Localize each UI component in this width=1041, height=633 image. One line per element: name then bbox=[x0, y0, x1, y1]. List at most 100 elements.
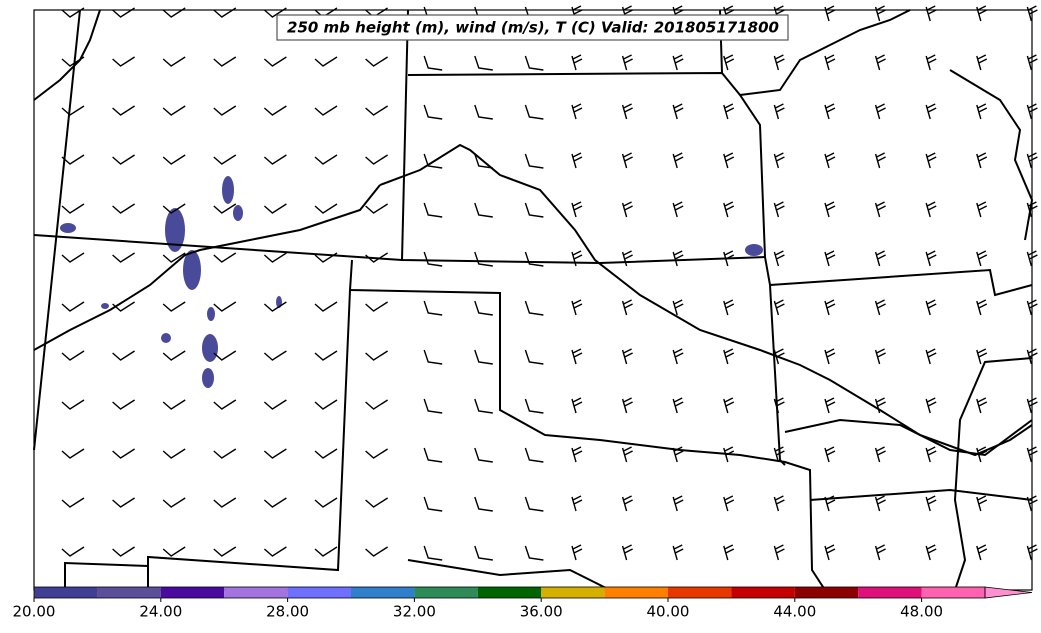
wind-barb bbox=[213, 497, 237, 508]
colorbar-segment bbox=[921, 587, 985, 598]
wind-barb bbox=[61, 399, 85, 410]
wind-barb bbox=[162, 350, 186, 361]
wind-barb bbox=[365, 56, 388, 67]
wind-barb bbox=[474, 251, 493, 267]
colorbar-tick-label: 36.00 bbox=[520, 603, 563, 621]
wind-barb bbox=[925, 397, 937, 414]
wind-barb bbox=[112, 203, 135, 214]
wind-barb bbox=[162, 203, 186, 214]
wind-barb bbox=[824, 5, 836, 22]
wind-barbs bbox=[61, 5, 1038, 561]
wind-barb bbox=[365, 350, 388, 361]
wind-barb bbox=[925, 348, 937, 365]
wind-barb bbox=[61, 105, 85, 116]
wind-barb bbox=[874, 348, 886, 365]
wind-barb bbox=[824, 348, 836, 365]
wind-barb bbox=[773, 446, 785, 463]
wind-barb bbox=[423, 545, 443, 561]
wind-barb bbox=[213, 252, 237, 263]
wind-barb bbox=[723, 446, 735, 463]
wind-barb bbox=[874, 152, 886, 169]
wind-barb bbox=[524, 55, 544, 71]
wind-barb bbox=[61, 154, 85, 165]
wind-barb bbox=[976, 250, 988, 267]
wind-barb bbox=[874, 397, 886, 414]
wind-barb bbox=[263, 301, 287, 312]
wind-barb bbox=[672, 103, 684, 120]
wind-barb bbox=[672, 446, 684, 463]
wind-barb bbox=[672, 495, 684, 512]
wind-barb bbox=[112, 448, 135, 459]
wind-barb bbox=[672, 54, 684, 71]
wind-barb bbox=[213, 154, 237, 165]
wind-barb bbox=[112, 56, 135, 67]
wind-barb bbox=[162, 399, 186, 410]
wind-barb bbox=[773, 250, 785, 267]
colorbar-outline bbox=[33, 586, 986, 599]
wind-barb bbox=[474, 153, 493, 169]
title-box bbox=[276, 14, 789, 41]
wind-barb bbox=[925, 5, 937, 22]
wind-barb bbox=[314, 56, 338, 67]
wind-barb bbox=[474, 447, 493, 463]
wind-barb bbox=[874, 544, 886, 561]
wind-barb bbox=[976, 446, 988, 463]
wind-barb bbox=[112, 301, 135, 312]
wind-barb bbox=[314, 154, 338, 165]
map-frame bbox=[33, 9, 1033, 591]
borders bbox=[33, 9, 1034, 591]
wind-barb bbox=[976, 544, 988, 561]
wind-barb bbox=[162, 546, 186, 557]
wind-barb bbox=[474, 545, 493, 561]
wind-barb bbox=[314, 105, 338, 116]
wind-barb bbox=[773, 201, 785, 218]
wind-barb bbox=[571, 152, 583, 169]
wind-barb bbox=[824, 446, 836, 463]
wind-barb bbox=[61, 546, 85, 557]
wind-barb bbox=[723, 250, 735, 267]
wind-barb bbox=[474, 496, 493, 512]
wind-barb bbox=[621, 446, 633, 463]
wind-barb bbox=[112, 399, 135, 410]
wind-barb bbox=[874, 495, 886, 512]
wind-barb bbox=[263, 448, 287, 459]
wind-barb bbox=[61, 252, 85, 263]
colorbar-segment bbox=[858, 587, 922, 598]
wind-barb bbox=[61, 448, 85, 459]
wind-barb bbox=[976, 201, 988, 218]
wind-barb bbox=[1026, 5, 1038, 22]
wind-barb bbox=[423, 349, 443, 365]
wind-barb bbox=[621, 103, 633, 120]
colorbar-segment bbox=[224, 587, 288, 598]
wind-barb bbox=[524, 545, 544, 561]
wind-barb bbox=[423, 202, 443, 218]
wind-barb bbox=[61, 350, 85, 361]
wind-barb bbox=[621, 495, 633, 512]
wind-barb bbox=[723, 495, 735, 512]
wind-barb bbox=[824, 250, 836, 267]
wind-barb bbox=[925, 544, 937, 561]
wind-barb bbox=[162, 497, 186, 508]
wind-barb bbox=[621, 54, 633, 71]
wind-barb bbox=[213, 301, 237, 312]
wind-barb bbox=[571, 544, 583, 561]
wind-barb bbox=[672, 397, 684, 414]
wind-barb bbox=[976, 397, 988, 414]
wind-barb bbox=[672, 250, 684, 267]
wind-barb bbox=[824, 152, 836, 169]
wind-barb bbox=[162, 448, 186, 459]
wind-barb bbox=[571, 348, 583, 365]
wind-barb bbox=[976, 299, 988, 316]
wind-barb bbox=[571, 397, 583, 414]
wind-barb bbox=[874, 103, 886, 120]
wind-barb bbox=[672, 152, 684, 169]
wind-barb bbox=[723, 152, 735, 169]
wind-barb bbox=[423, 496, 443, 512]
wind-barb bbox=[925, 152, 937, 169]
wind-barb bbox=[314, 301, 338, 312]
colorbar-tick-label: 28.00 bbox=[266, 603, 309, 621]
wind-barb bbox=[874, 5, 886, 22]
wind-barb bbox=[773, 299, 785, 316]
wind-barb bbox=[474, 300, 493, 316]
wind-barb bbox=[213, 399, 237, 410]
